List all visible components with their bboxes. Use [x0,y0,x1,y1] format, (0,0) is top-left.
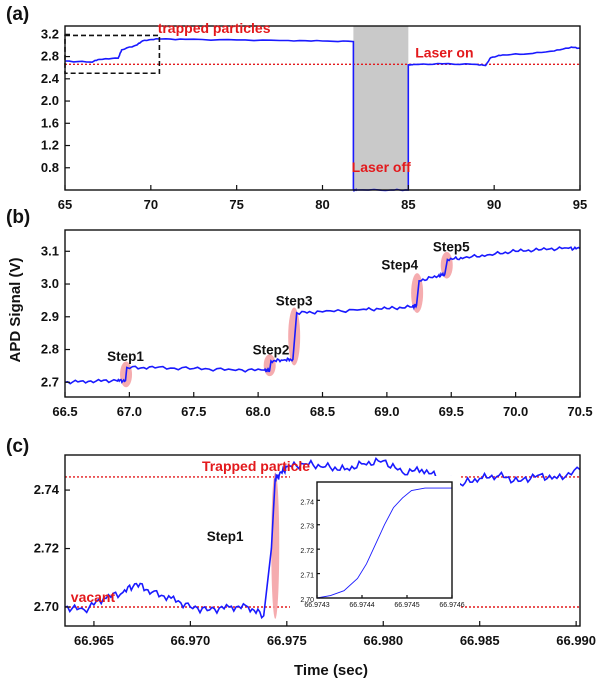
panel-a-x-tick-label: 80 [315,197,329,212]
panel-a-x-tick-label: 90 [487,197,501,212]
inset-x-tick-label: 66.9743 [304,602,329,609]
panel-b-x-tick-label: 70.0 [503,404,528,419]
panel-c-y-tick-label: 2.72 [34,541,59,556]
panel-b-step-label-5: Step5 [433,239,470,254]
inset-x-tick-label: 66.9744 [349,602,374,609]
panel-a-y-tick-label: 1.2 [41,138,59,153]
panel-b-step-label-1: Step1 [107,349,144,364]
panel-a-y-tick-label: 3.2 [41,26,59,41]
panel-a-zoom-box [64,34,161,75]
panel-b-x-tick-label: 67.5 [181,404,206,419]
panel-c-step-label-1: Step1 [207,529,244,544]
panel-c-step-highlight-1 [271,472,280,619]
panel-c-plot: 66.965 66.970 66.975 66.980 66.985 66.990 2.70… [34,454,596,648]
panel-b-x-tick-label: 67.0 [117,404,142,419]
panel-a-annotation-2: Laser on [415,45,473,61]
inset-y-tick-label: 2.71 [300,573,314,580]
inset-y-tick-label: 2.70 [300,597,314,604]
inset-plot-frame [316,481,453,599]
panel-c-x-tick-label: 66.975 [267,633,307,648]
panel-b-x-tick-label: 70.5 [567,404,592,419]
panel-b-x-tick-label: 66.5 [52,404,77,419]
panel-a-x-tick-label: 95 [573,197,587,212]
panel-a-y-tick-label: 2.0 [41,93,59,108]
panel-b-step-label-4: Step4 [381,257,418,272]
panel-label-a: (a) [6,4,29,25]
inset-x-tick-label: 66.9746 [439,602,464,609]
panel-a-annotation-3: Laser off [352,159,411,175]
panel-c-reference-label-0: vacant [71,589,116,605]
panel-b-x-tick-label: 69.0 [374,404,399,419]
panel-a-y-tick-label: 2.4 [41,71,60,86]
x-axis-title: Time (sec) [294,662,368,679]
panel-a-y-tick-label: 2.8 [41,49,59,64]
inset-series-line-0 [316,487,452,599]
panel-c-reference-label-1: Trapped particle [202,458,310,474]
panel-b-x-tick-label: 69.5 [439,404,464,419]
panel-a-x-tick-label: 75 [229,197,243,212]
panel-a-annotation-1: trapped particles [158,20,271,36]
panel-b-y-tick-label: 2.7 [41,374,59,389]
y-axis-title: APD Signal (V) [7,257,24,362]
panel-c-y-tick-label: 2.74 [34,482,60,497]
panel-label-c: (c) [6,436,29,457]
panel-c-x-tick-label: 66.965 [74,633,114,648]
inset-y-tick-label: 2.73 [300,524,314,531]
panel-a-plot: 65 70 75 80 85 90 95 0.8 1.2 1.6 2.0 2.4 2.8 3.2 trapp… [41,20,587,212]
panel-c-plot-frame [64,454,581,627]
panel-a-x-tick-label: 85 [401,197,415,212]
panel-c-y-tick-label: 2.70 [34,599,59,614]
inset-y-tick-label: 2.74 [300,499,314,506]
panel-label-b: (b) [6,207,30,228]
panel-b-y-tick-label: 2.9 [41,309,59,324]
panel-a-x-tick-label: 65 [58,197,72,212]
panel-b-step-label-3: Step3 [276,293,313,308]
panel-b-plot-frame [64,229,581,398]
inset-y-tick-label: 2.72 [300,548,314,555]
panel-c-x-tick-label: 66.980 [363,633,403,648]
panel-a-laser-off-region [353,26,409,190]
panel-a-plot-frame [64,25,581,191]
panel-c-x-tick-label: 66.970 [170,633,210,648]
panel-b-series-line-0 [64,246,581,385]
panel-c-x-tick-label: 66.990 [556,633,596,648]
panel-b-y-tick-label: 3.1 [41,243,59,258]
inset-x-tick-label: 66.9745 [394,602,419,609]
panel-a-y-tick-label: 0.8 [41,160,59,175]
panel-a-y-tick-label: 1.6 [41,115,59,130]
inset-plot: 66.9743 66.9744 66.9745 66.9746 2.70 2.71 2.72… [290,476,465,616]
panel-b-x-tick-label: 68.5 [310,404,335,419]
panel-b-y-tick-label: 2.8 [41,342,59,357]
panel-b-plot: 66.5 67.0 67.5 68.0 68.5 69.0 69.5 70.0 70.5 2.7 2… [41,229,593,419]
panel-a-series-line-0 [64,37,580,192]
panel-c-x-tick-label: 66.985 [460,633,500,648]
panel-a-x-tick-label: 70 [144,197,158,212]
panel-b-x-tick-label: 68.0 [245,404,270,419]
panel-c-series-line-0 [64,457,581,620]
panel-b-step-label-2: Step2 [253,342,290,357]
panel-b-y-tick-label: 3.0 [41,276,59,291]
